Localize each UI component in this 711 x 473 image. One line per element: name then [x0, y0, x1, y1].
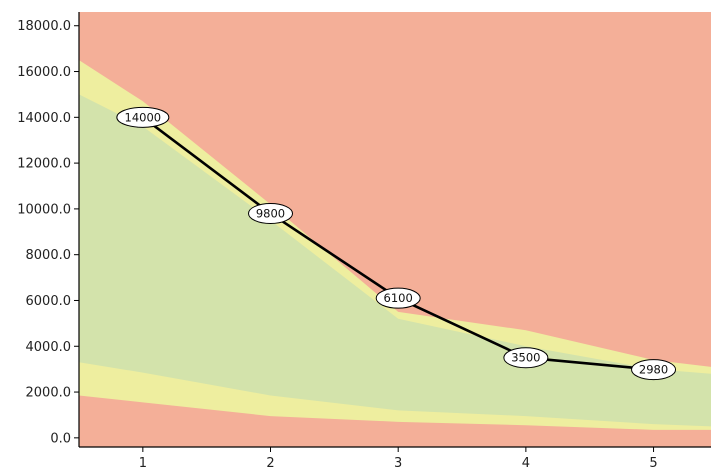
data-label-bubble [631, 359, 677, 381]
data-label: 9800 [256, 206, 285, 220]
data-label: 2980 [639, 363, 668, 377]
y-tick-label: 10000.0 [17, 202, 71, 217]
y-tick-label: 12000.0 [17, 157, 71, 172]
x-tick-label: 3 [394, 456, 402, 469]
data-label: 6100 [384, 291, 413, 305]
axes-layer: 0.0 2000.0 4000.0 6000.0 8000.0 10000.0 12000.… [17, 12, 711, 471]
band-green [79, 94, 711, 448]
data-labels-layer: 14000 9800 6100 3500 2980 [116, 106, 677, 381]
data-label: 14000 [125, 110, 162, 124]
data-label-bubble [503, 347, 549, 369]
y-tick-label: 4000.0 [26, 340, 72, 355]
band-red-lower [79, 395, 711, 447]
y-tick-label: 2000.0 [26, 386, 72, 401]
data-label-bubble [116, 106, 170, 128]
data-label-bubble [248, 202, 294, 224]
y-tick-label: 8000.0 [26, 248, 72, 263]
data-label: 3500 [511, 351, 540, 365]
x-tick-label: 4 [522, 456, 530, 469]
x-tick-label: 5 [649, 456, 657, 469]
y-tick-label: 14000.0 [17, 111, 71, 126]
y-tick-label: 0.0 [50, 431, 71, 446]
data-label-bubble [375, 287, 421, 309]
x-tick-label: 1 [139, 456, 147, 469]
y-tick-label: 16000.0 [17, 65, 71, 80]
y-tick-label: 18000.0 [17, 19, 71, 34]
x-tick-label: 2 [266, 456, 274, 469]
bands-layer [79, 12, 711, 448]
y-tick-label: 6000.0 [26, 294, 72, 309]
